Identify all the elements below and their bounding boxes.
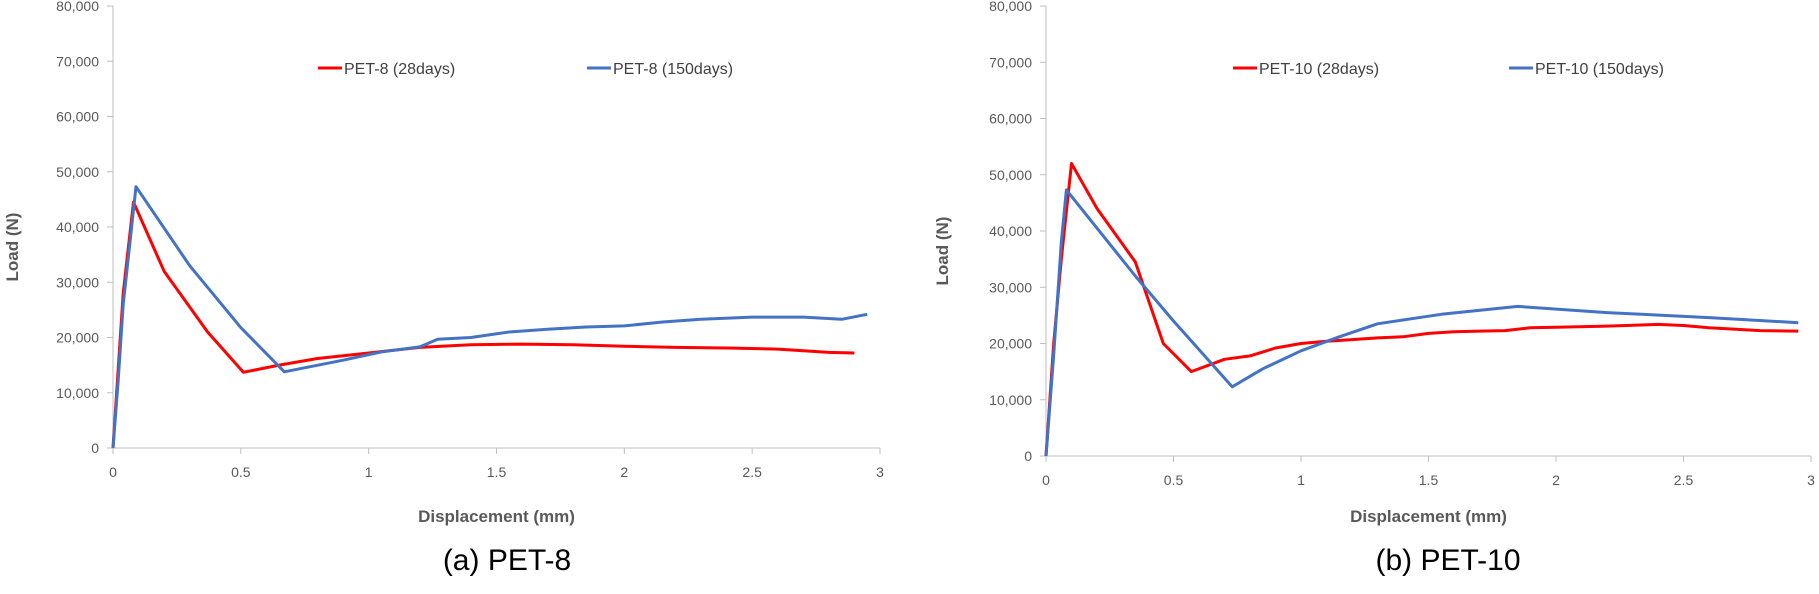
y-tick-label: 0 <box>1024 448 1032 464</box>
x-tick-label: 3 <box>1807 472 1815 488</box>
chart-caption: (b) PET-10 <box>1375 544 1520 577</box>
series-line-28days <box>1044 162 1799 457</box>
y-tick-label: 50,000 <box>56 164 99 180</box>
y-tick-label: 60,000 <box>56 109 99 125</box>
x-tick-label: 0.5 <box>231 464 251 480</box>
legend-label: PET-8 (150days) <box>613 61 733 78</box>
x-tick-label: 0 <box>109 464 117 480</box>
y-axis-title: Load (N) <box>3 213 22 282</box>
y-tick-label: 40,000 <box>989 223 1032 239</box>
y-tick-label: 20,000 <box>56 330 99 346</box>
x-axis-title: Displacement (mm) <box>418 507 575 526</box>
legend-label: PET-10 (150days) <box>1535 61 1664 78</box>
x-tick-label: 3 <box>876 464 884 480</box>
x-tick-label: 1.5 <box>487 464 507 480</box>
y-tick-label: 50,000 <box>989 167 1032 183</box>
y-tick-label: 30,000 <box>989 279 1032 295</box>
y-tick-label: 40,000 <box>56 219 99 235</box>
y-tick-label: 0 <box>91 440 99 456</box>
x-tick-label: 1 <box>1297 472 1305 488</box>
x-tick-label: 1.5 <box>1419 472 1439 488</box>
series-line-150days <box>1044 188 1799 457</box>
x-tick-label: 1 <box>365 464 373 480</box>
chart-pet-10: 0 10,000 20,000 30,000 40,000 50,000 60,000 70,… <box>933 0 1815 577</box>
x-tick-label: 0.5 <box>1164 472 1184 488</box>
x-tick-label: 2 <box>620 464 628 480</box>
y-tick-label: 80,000 <box>989 0 1032 14</box>
series-line-28days <box>111 200 855 449</box>
series-line-150days <box>111 185 868 449</box>
x-tick-label: 2.5 <box>1674 472 1694 488</box>
x-tick-label: 2 <box>1552 472 1560 488</box>
y-tick-label: 60,000 <box>989 111 1032 127</box>
chart-pet-8: 0 10,000 20,000 30,000 40,000 50,000 60,000 70,… <box>3 0 884 577</box>
y-tick-label: 10,000 <box>989 392 1032 408</box>
y-tick-label: 70,000 <box>989 54 1032 70</box>
x-tick-label: 0 <box>1042 472 1050 488</box>
legend-label: PET-8 (28days) <box>344 61 455 78</box>
chart-caption: (a) PET-8 <box>443 544 571 577</box>
x-axis-title: Displacement (mm) <box>1350 507 1507 526</box>
x-tick-label: 2.5 <box>742 464 762 480</box>
legend-label: PET-10 (28days) <box>1259 61 1379 78</box>
y-tick-label: 20,000 <box>989 336 1032 352</box>
y-tick-label: 80,000 <box>56 0 99 14</box>
y-tick-label: 30,000 <box>56 274 99 290</box>
y-axis-title: Load (N) <box>933 217 952 286</box>
y-tick-label: 70,000 <box>56 53 99 69</box>
y-tick-label: 10,000 <box>56 385 99 401</box>
